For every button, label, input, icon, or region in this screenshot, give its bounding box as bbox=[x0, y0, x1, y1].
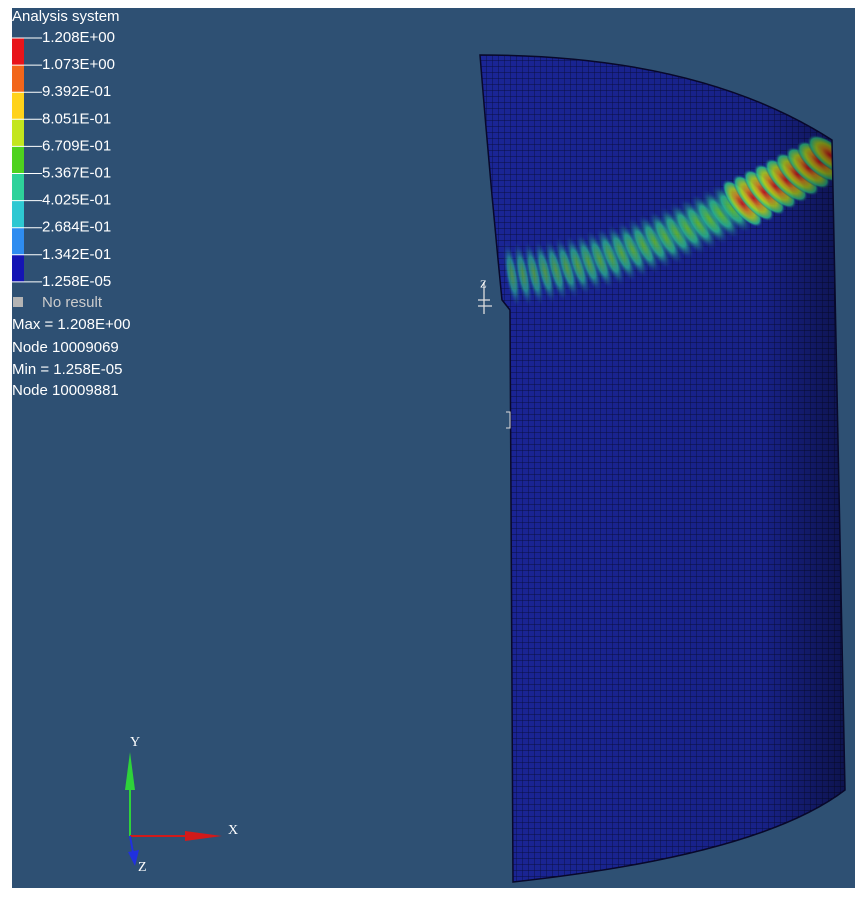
viewport: Z Analysis system 1.208E+00 1.073E+00 9.39… bbox=[0, 0, 859, 898]
legend-band bbox=[12, 65, 24, 92]
legend-level: 5.367E-01 bbox=[42, 164, 111, 181]
legend-band bbox=[12, 201, 24, 228]
min-node: Node 10009881 bbox=[12, 382, 119, 399]
x-axis-label: X bbox=[228, 823, 238, 838]
legend-title: Analysis system bbox=[12, 8, 120, 25]
max-label: Max = 1.208E+00 bbox=[12, 316, 130, 333]
no-result-swatch bbox=[13, 297, 23, 307]
legend-band bbox=[12, 92, 24, 119]
legend-level: 2.684E-01 bbox=[42, 219, 111, 236]
mesh-model bbox=[470, 50, 859, 890]
legend-level: 1.073E+00 bbox=[42, 56, 115, 73]
legend-level: 8.051E-01 bbox=[42, 110, 111, 127]
legend-level: 1.342E-01 bbox=[42, 246, 111, 263]
legend-level: 1.208E+00 bbox=[42, 29, 115, 46]
legend-band bbox=[12, 146, 24, 173]
legend-band bbox=[12, 174, 24, 201]
z-axis-label: Z bbox=[138, 860, 147, 875]
no-result-label: No result bbox=[42, 294, 103, 311]
local-axis-label: Z bbox=[480, 279, 487, 291]
min-label: Min = 1.258E-05 bbox=[12, 361, 123, 378]
legend-level: 9.392E-01 bbox=[42, 83, 111, 100]
legend-band bbox=[12, 119, 24, 146]
legend-band bbox=[12, 255, 24, 282]
y-axis-label: Y bbox=[130, 735, 140, 750]
page: Z Analysis system 1.208E+00 1.073E+00 9.39… bbox=[0, 0, 859, 898]
legend-band bbox=[12, 228, 24, 255]
legend-level: 6.709E-01 bbox=[42, 137, 111, 154]
legend-level: 1.258E-05 bbox=[42, 273, 111, 290]
max-node: Node 10009069 bbox=[12, 339, 119, 356]
shading bbox=[470, 50, 859, 890]
legend-band bbox=[12, 38, 24, 65]
legend-level: 4.025E-01 bbox=[42, 192, 111, 209]
